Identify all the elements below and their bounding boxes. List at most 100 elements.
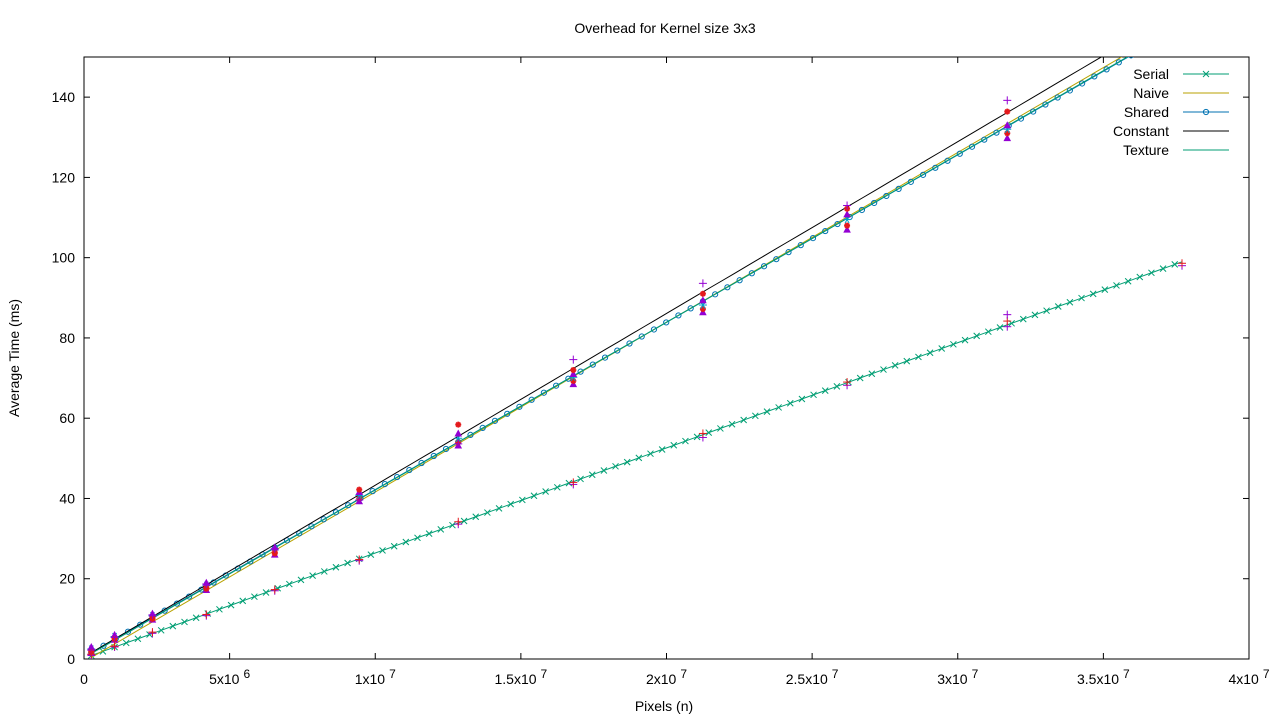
marker-stroke xyxy=(717,425,724,432)
marker-stroke xyxy=(449,521,456,529)
marker-stroke xyxy=(1066,298,1074,306)
sample-point xyxy=(270,544,279,553)
series-point-serial xyxy=(786,399,794,407)
marker-stroke xyxy=(798,395,806,403)
series-point-serial xyxy=(984,328,992,336)
series-point-serial xyxy=(775,404,782,411)
marker-stroke xyxy=(425,530,433,537)
series-point-shared xyxy=(393,473,401,481)
marker-stroke xyxy=(472,513,480,521)
sample-stroke xyxy=(356,486,362,493)
series-point-serial xyxy=(262,589,270,596)
marker-stroke xyxy=(973,332,981,340)
chart-title: Overhead for Kernel size 3x3 xyxy=(574,20,756,36)
x-tick-exponent: 6 xyxy=(243,667,250,681)
marker-stroke xyxy=(297,576,305,584)
legend-marker xyxy=(1202,70,1210,78)
series-point-shared xyxy=(601,354,609,361)
series-point-serial xyxy=(810,391,817,399)
marker-stroke xyxy=(542,488,549,495)
sample-point xyxy=(569,478,578,487)
marker-stroke xyxy=(938,345,946,352)
marker-stroke xyxy=(612,462,619,470)
series-point-serial xyxy=(926,349,934,357)
y-tick-label: 40 xyxy=(59,490,75,506)
series-point-serial xyxy=(181,618,188,626)
series-point-shared xyxy=(296,530,303,537)
series-point-serial xyxy=(495,505,503,512)
sample-point xyxy=(844,222,851,229)
marker-stroke xyxy=(950,340,957,348)
marker-stroke xyxy=(984,328,992,336)
series-constant xyxy=(91,57,1103,654)
marker-stroke xyxy=(565,479,573,487)
series-point-shared xyxy=(932,164,939,171)
series-point-shared xyxy=(712,291,719,298)
series-point-serial xyxy=(332,563,340,571)
marker-stroke xyxy=(728,420,736,428)
legend-item-texture: Texture xyxy=(1123,142,1229,158)
series-point-shared xyxy=(797,242,804,249)
series-point-shared xyxy=(1115,59,1122,66)
series-point-serial xyxy=(425,530,433,537)
series-point-serial xyxy=(402,538,410,546)
y-tick-label: 100 xyxy=(52,250,76,266)
legend-label: Naive xyxy=(1133,85,1169,101)
series-point-shared xyxy=(491,417,499,424)
marker-stroke xyxy=(262,589,270,596)
series-point-shared xyxy=(467,431,474,439)
marker-stroke xyxy=(122,639,130,647)
marker-stroke xyxy=(821,387,829,394)
legend-label: Shared xyxy=(1124,104,1169,120)
series-point-shared xyxy=(956,150,963,157)
marker-stroke xyxy=(647,450,654,458)
sample-stroke xyxy=(149,616,156,622)
sample-point xyxy=(1003,121,1012,129)
marker-stroke xyxy=(1202,70,1210,78)
series-point-shared xyxy=(773,256,780,263)
sample-point xyxy=(699,296,707,304)
series-line-texture xyxy=(91,57,1129,655)
sample-point xyxy=(110,633,119,642)
marker-stroke xyxy=(1089,290,1097,298)
marker-stroke xyxy=(367,551,375,558)
series-point-serial xyxy=(227,601,235,609)
legend-label: Constant xyxy=(1113,123,1169,139)
marker-stroke xyxy=(484,509,491,516)
marker-stroke xyxy=(1124,277,1132,285)
sample-point xyxy=(454,429,463,437)
marker-stroke xyxy=(379,547,386,554)
sample-point xyxy=(1178,259,1187,268)
series-point-shared xyxy=(895,185,902,192)
marker-stroke xyxy=(577,475,584,483)
series-point-shared xyxy=(1091,73,1098,80)
plot-area xyxy=(87,57,1187,659)
marker-stroke xyxy=(518,496,526,504)
series-point-shared xyxy=(418,459,425,467)
series-point-shared xyxy=(1103,66,1110,73)
marker-stroke xyxy=(740,416,748,424)
series-point-shared xyxy=(345,502,352,509)
marker-stroke xyxy=(437,526,445,533)
series-point-serial xyxy=(612,462,619,470)
series-point-shared xyxy=(968,143,976,150)
series-point-shared xyxy=(430,452,437,460)
series-point-shared xyxy=(589,361,596,368)
marker-stroke xyxy=(553,483,561,491)
series-point-serial xyxy=(1031,311,1039,319)
series-point-serial xyxy=(1054,303,1062,310)
series-point-serial xyxy=(903,357,911,365)
series-point-serial xyxy=(472,513,480,521)
series-point-shared xyxy=(944,157,951,164)
series-point-shared xyxy=(748,270,755,277)
marker-stroke xyxy=(1043,307,1050,315)
marker-stroke xyxy=(670,441,678,449)
series-point-shared xyxy=(834,220,841,228)
sample-point xyxy=(843,225,851,233)
series-point-serial xyxy=(169,622,177,630)
series-point-shared xyxy=(1042,101,1049,108)
series-point-serial xyxy=(588,471,596,479)
series-point-serial xyxy=(647,450,654,458)
series-point-shared xyxy=(822,227,829,235)
series-point-shared xyxy=(993,129,1000,136)
